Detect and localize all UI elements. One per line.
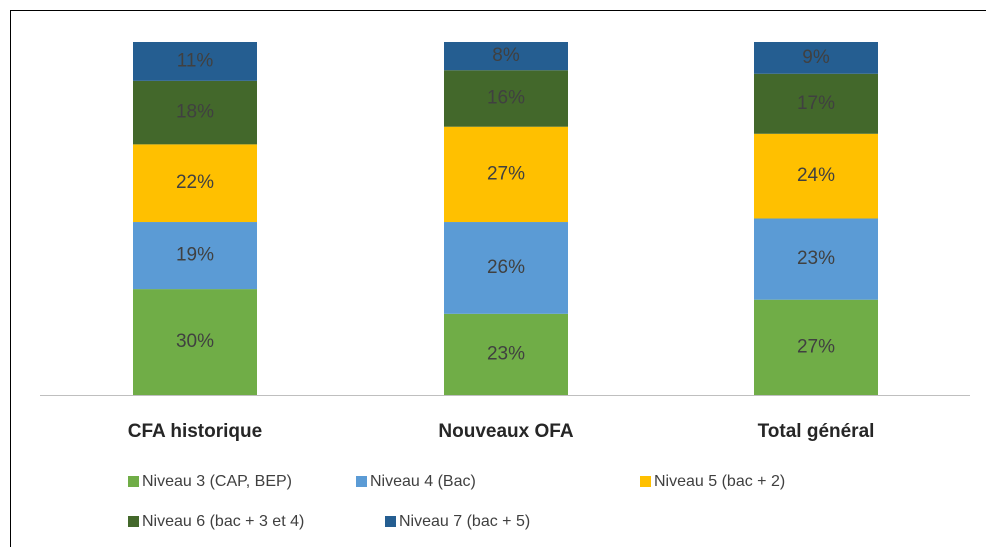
legend-label: Niveau 4 (Bac) <box>370 473 476 490</box>
data-label: 22% <box>176 172 214 193</box>
bar-segment <box>133 80 257 145</box>
x-tick-label: Nouveaux OFA <box>438 421 573 442</box>
legend-swatch <box>640 476 651 487</box>
chart-frame <box>10 10 986 547</box>
bar-segment <box>133 42 257 81</box>
legend-swatch <box>128 516 139 527</box>
bar-segment <box>754 42 878 74</box>
bar-segment <box>444 70 568 127</box>
data-label: 9% <box>802 47 830 68</box>
bar-segment <box>754 218 878 300</box>
bar-segment <box>133 144 257 223</box>
x-tick-label: CFA historique <box>128 421 262 442</box>
legend-label: Niveau 7 (bac + 5) <box>399 513 530 530</box>
x-tick-label: Total général <box>758 421 875 442</box>
data-label: 11% <box>177 50 214 71</box>
legend-swatch <box>128 476 139 487</box>
bar-segment <box>444 313 568 395</box>
bar-segment <box>444 42 568 71</box>
bar-segment <box>754 73 878 134</box>
data-label: 16% <box>487 87 525 108</box>
data-label: 8% <box>492 45 520 66</box>
data-label: 19% <box>176 245 214 266</box>
data-label: 27% <box>487 163 525 184</box>
bar-segment <box>754 133 878 219</box>
legend-label: Niveau 3 (CAP, BEP) <box>142 473 292 490</box>
bar-segment <box>444 222 568 314</box>
legend-swatch <box>356 476 367 487</box>
bar-segment <box>754 299 878 395</box>
legend-swatch <box>385 516 396 527</box>
legend-label: Niveau 6 (bac + 3 et 4) <box>142 513 304 530</box>
bar-segment <box>444 126 568 223</box>
legend-label: Niveau 5 (bac + 2) <box>654 473 785 490</box>
data-label: 24% <box>797 165 835 186</box>
bar-segment <box>133 289 257 395</box>
data-label: 27% <box>797 336 835 357</box>
bar-segment <box>133 222 257 290</box>
data-label: 23% <box>797 248 835 269</box>
data-label: 30% <box>176 331 214 352</box>
data-label: 17% <box>797 93 835 114</box>
data-label: 26% <box>487 257 525 278</box>
data-label: 23% <box>487 343 525 364</box>
data-label: 18% <box>176 102 214 123</box>
